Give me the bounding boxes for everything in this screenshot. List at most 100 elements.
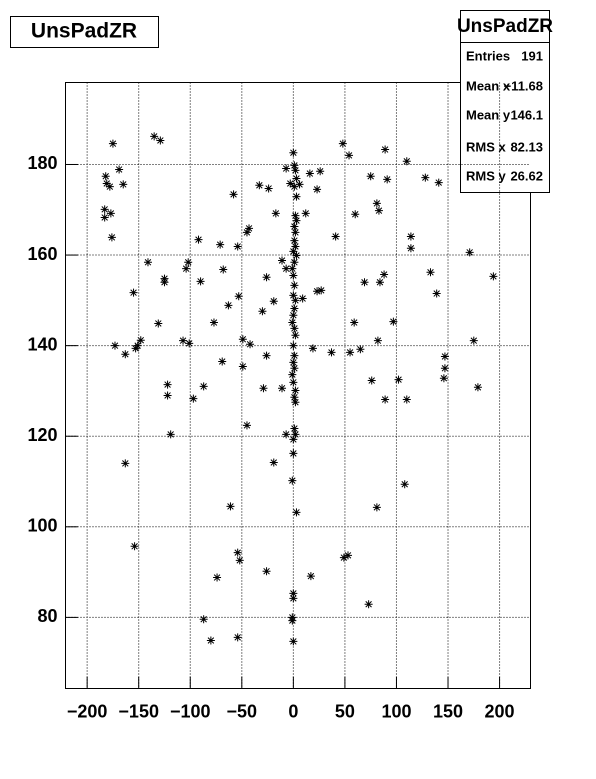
- point: [194, 235, 203, 244]
- point: [255, 181, 264, 190]
- point: [238, 362, 247, 371]
- chart-title: UnsPadZR: [31, 20, 137, 43]
- point: [331, 232, 340, 241]
- point: [290, 222, 299, 231]
- point: [440, 352, 449, 361]
- point: [289, 378, 298, 387]
- point: [234, 292, 243, 301]
- point: [269, 458, 278, 467]
- point: [313, 185, 322, 194]
- point: [381, 145, 390, 154]
- point: [184, 258, 193, 267]
- point: [100, 213, 109, 222]
- point: [258, 307, 267, 316]
- point: [216, 240, 225, 249]
- point: [235, 556, 244, 565]
- point: [289, 148, 298, 157]
- point: [289, 594, 298, 603]
- y-tick-label: 100: [27, 516, 57, 536]
- point: [290, 182, 299, 191]
- point: [374, 206, 383, 215]
- point: [288, 264, 297, 273]
- point: [282, 430, 291, 439]
- point: [298, 294, 307, 303]
- point: [233, 242, 242, 251]
- point: [291, 228, 300, 237]
- point: [372, 503, 381, 512]
- point: [110, 341, 119, 350]
- point: [242, 421, 251, 430]
- point: [289, 341, 298, 350]
- point: [290, 351, 299, 360]
- point: [290, 364, 299, 373]
- point: [305, 169, 314, 178]
- point: [292, 508, 301, 517]
- y-tick-label: 80: [37, 606, 57, 626]
- point: [291, 296, 300, 305]
- point: [264, 184, 273, 193]
- stats-value: 82.13: [510, 139, 543, 154]
- stats-box: UnsPadZR Entries 191 Mean x−11.68 Mean y 146…: [457, 10, 553, 193]
- point: [288, 616, 297, 625]
- point: [421, 173, 430, 182]
- point: [262, 273, 271, 282]
- point: [440, 364, 449, 373]
- point: [119, 180, 128, 189]
- point: [262, 567, 271, 576]
- point: [400, 480, 409, 489]
- point: [290, 393, 299, 402]
- point: [402, 395, 411, 404]
- point: [291, 430, 300, 439]
- point: [102, 179, 111, 188]
- point: [107, 233, 116, 242]
- point: [136, 336, 145, 345]
- point: [344, 551, 353, 560]
- point: [289, 271, 298, 280]
- point: [262, 351, 271, 360]
- point: [292, 174, 301, 183]
- point: [291, 211, 300, 220]
- point: [439, 374, 448, 383]
- point: [289, 637, 298, 646]
- point: [259, 384, 268, 393]
- point: [289, 291, 298, 300]
- point: [121, 350, 130, 359]
- y-tick-label: 140: [27, 334, 57, 354]
- point: [233, 633, 242, 642]
- point: [289, 449, 298, 458]
- stats-label: Mean y: [466, 107, 511, 122]
- point: [238, 335, 247, 344]
- point: [246, 340, 255, 349]
- point: [289, 358, 298, 367]
- point: [292, 251, 301, 260]
- point: [185, 339, 194, 348]
- point: [233, 548, 242, 557]
- x-tick-label: 200: [485, 701, 515, 721]
- stats-value: 191: [521, 48, 543, 63]
- point: [121, 459, 130, 468]
- point: [219, 265, 228, 274]
- point: [289, 589, 298, 598]
- point: [469, 336, 478, 345]
- x-tick-label: 0: [288, 701, 298, 721]
- point: [356, 345, 365, 354]
- point: [351, 210, 360, 219]
- point: [182, 264, 191, 273]
- point: [338, 139, 347, 148]
- y-tick-label: 120: [27, 425, 57, 445]
- x-tick-label: 150: [433, 701, 463, 721]
- point: [166, 430, 175, 439]
- point: [106, 209, 115, 218]
- point: [290, 258, 299, 267]
- point: [350, 318, 359, 327]
- point: [290, 324, 299, 333]
- point: [473, 383, 482, 392]
- stats-value: 26.62: [510, 168, 543, 183]
- point: [224, 301, 233, 310]
- point: [308, 344, 317, 353]
- point: [489, 272, 498, 281]
- point: [291, 242, 300, 251]
- point: [130, 542, 139, 551]
- stats-value: −11.68: [504, 78, 543, 93]
